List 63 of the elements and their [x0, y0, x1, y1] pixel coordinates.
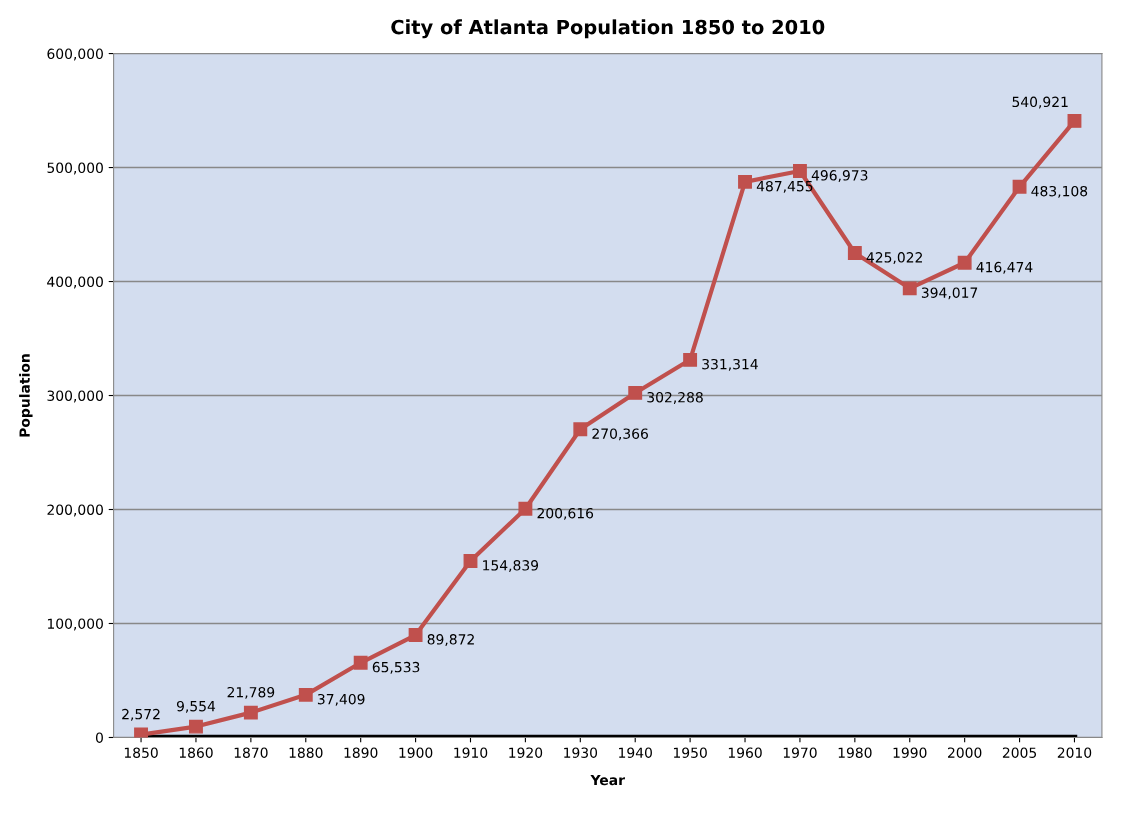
y-tick-label: 0	[95, 732, 103, 743]
y-tick-label: 500,000	[47, 162, 103, 175]
point	[792, 164, 807, 178]
x-tick-label: 1960	[728, 747, 762, 758]
x-tick-label: 1910	[454, 747, 488, 758]
x-tick-label: 2005	[1002, 747, 1037, 758]
point	[353, 655, 368, 670]
x-tick-label: 1850	[124, 747, 158, 758]
y-tick-label: 100,000	[47, 618, 103, 631]
y-tick-label: 200,000	[47, 504, 103, 517]
x-tick-label: 1940	[619, 747, 652, 758]
point	[847, 246, 862, 260]
x-tick-label: 1950	[673, 747, 707, 758]
point	[738, 174, 752, 189]
data-label: 540,921	[1012, 96, 1068, 109]
data-label: 37,409	[317, 693, 365, 706]
point	[1012, 179, 1027, 194]
point	[902, 281, 917, 296]
x-tick-label: 1870	[234, 747, 268, 758]
point	[628, 385, 643, 400]
x-tick-label: 1890	[344, 747, 378, 758]
data-label: 65,533	[372, 661, 420, 674]
point	[957, 255, 972, 270]
data-label: 2,572	[122, 708, 160, 721]
y-tick-label: 300,000	[47, 390, 103, 403]
x-tick-label: 1980	[838, 747, 872, 758]
x-tick-label: 2010	[1057, 747, 1092, 758]
chart-title: City of Atlanta Population 1850 to 2010	[391, 19, 825, 39]
data-label: 496,973	[811, 170, 868, 182]
x-tick-label: 1930	[564, 747, 598, 758]
data-label: 270,366	[592, 428, 648, 441]
x-tick-label: 1880	[289, 747, 323, 758]
point	[573, 422, 588, 437]
point	[243, 705, 258, 720]
data-label: 331,314	[702, 358, 758, 371]
point	[1067, 113, 1082, 128]
point	[518, 501, 533, 516]
data-label: 302,288	[647, 391, 703, 404]
data-label: 21,789	[227, 686, 275, 699]
point	[408, 628, 423, 642]
point	[134, 727, 148, 738]
x-tick-label: 2000	[948, 747, 982, 758]
data-label: 416,474	[976, 261, 1033, 274]
data-label: 89,872	[427, 634, 474, 647]
x-tick-label: 1900	[399, 747, 433, 758]
data-label: 9,554	[176, 700, 216, 713]
data-label: 425,022	[866, 252, 922, 265]
point	[683, 352, 698, 367]
x-tick-label: 1970	[783, 747, 817, 758]
point	[189, 719, 203, 734]
data-label: 394,017	[921, 287, 978, 300]
point	[463, 554, 478, 568]
data-label: 200,616	[537, 507, 594, 520]
y-axis-title: Population	[19, 354, 33, 437]
x-axis-title: Year	[590, 774, 625, 786]
data-label: 154,839	[483, 560, 539, 572]
y-tick-label: 600,000	[47, 48, 103, 61]
y-tick-label: 400,000	[47, 276, 103, 289]
point	[298, 687, 313, 702]
x-tick-label: 1990	[893, 747, 927, 758]
x-tick-label: 1860	[179, 747, 213, 758]
x-tick-label: 1920	[509, 747, 543, 758]
data-label: 483,108	[1031, 185, 1088, 198]
